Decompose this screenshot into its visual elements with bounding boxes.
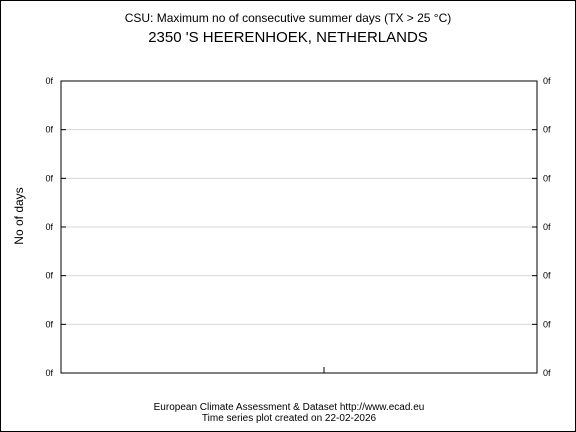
y-tick-label-right: 0f [543, 173, 551, 183]
y-tick-label-right: 0f [543, 125, 551, 135]
y-tick-label-left: 0f [45, 319, 53, 329]
y-tick-label-left: 0f [45, 173, 53, 183]
footer-source: European Climate Assessment & Dataset ht… [154, 402, 425, 413]
y-tick-label-right: 0f [543, 319, 551, 329]
footer-created: Time series plot created on 22-02-2026 [202, 413, 377, 424]
y-tick-label-left: 0f [45, 125, 53, 135]
y-tick-label-right: 0f [543, 76, 551, 86]
y-tick-label-right: 0f [543, 222, 551, 232]
y-tick-label-left: 0f [45, 368, 53, 378]
y-axis-ticks: 0f 0f 0f 0f 0f 0f 0f 0f 0f 0f 0f 0f 0f 0f [45, 76, 551, 378]
y-tick-label-right: 0f [543, 368, 551, 378]
y-tick-label-right: 0f [543, 271, 551, 281]
grid-lines [61, 129, 537, 325]
y-tick-label-left: 0f [45, 271, 53, 281]
chart-title: CSU: Maximum no of consecutive summer da… [125, 11, 452, 25]
chart-subtitle: 2350 'S HEERENHOEK, NETHERLANDS [148, 29, 428, 46]
y-tick-label-left: 0f [45, 222, 53, 232]
y-tick-label-left: 0f [45, 76, 53, 86]
y-axis-label: No of days [12, 187, 26, 244]
